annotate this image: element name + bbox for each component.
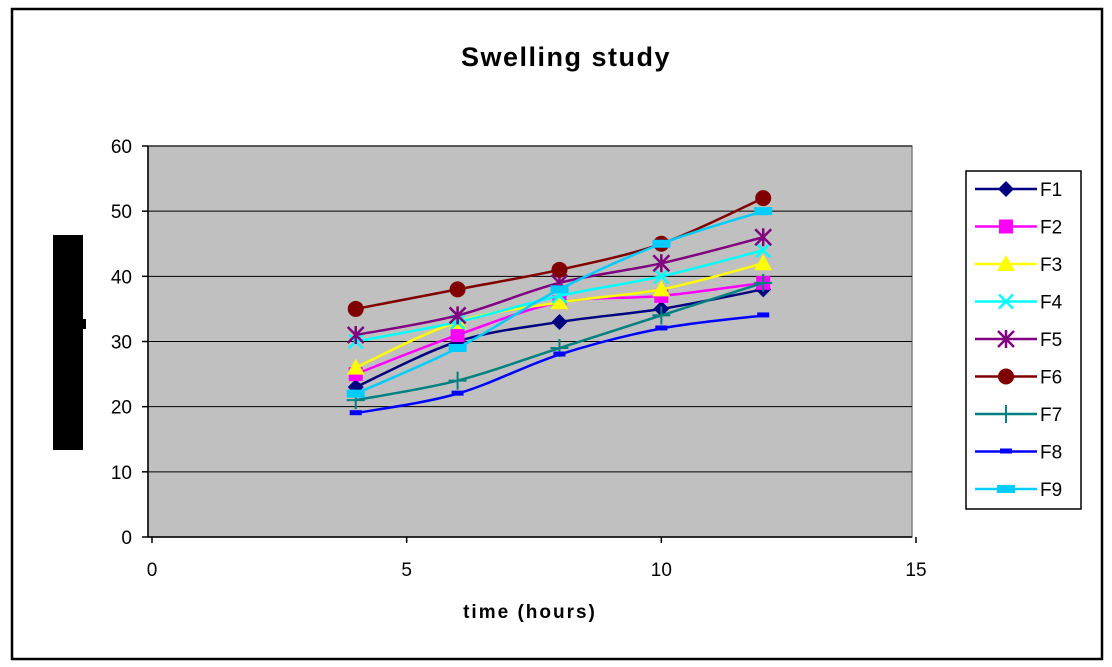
data-point <box>550 293 569 310</box>
data-point <box>754 228 773 247</box>
data-point <box>448 371 467 390</box>
data-point <box>551 261 568 278</box>
legend-label: F1 <box>1040 180 1062 201</box>
data-point <box>754 273 773 292</box>
data-point <box>997 255 1015 271</box>
data-point <box>998 368 1014 385</box>
data-point <box>349 410 362 416</box>
legend-item-f4: F4 <box>975 293 1063 314</box>
legend-label: F7 <box>1040 405 1062 426</box>
legend-label: F6 <box>1040 368 1062 389</box>
legend-item-f9: F9 <box>975 480 1062 501</box>
legend-item-f8: F8 <box>975 443 1062 464</box>
y-tick-label: 10 <box>111 463 132 484</box>
y-axis-label-block <box>53 235 83 450</box>
data-point <box>998 293 1014 310</box>
legend-label: F3 <box>1040 255 1062 276</box>
data-point <box>754 254 773 271</box>
data-point <box>553 351 566 357</box>
y-tick-label: 30 <box>111 333 132 354</box>
legend-item-f3: F3 <box>975 255 1062 276</box>
data-point <box>551 313 568 330</box>
series-f7 <box>346 273 773 410</box>
legend-item-f5: F5 <box>975 330 1062 351</box>
y-tick-label: 60 <box>111 137 132 158</box>
data-point <box>757 312 770 318</box>
data-point <box>450 327 465 342</box>
data-point <box>652 254 671 273</box>
data-point <box>999 219 1013 234</box>
y-tick-label: 20 <box>111 398 132 419</box>
legend-item-f7: F7 <box>975 405 1062 426</box>
series-f9 <box>346 207 773 398</box>
data-point <box>346 325 365 344</box>
data-point <box>451 390 464 396</box>
data-point <box>997 405 1015 423</box>
y-tick-label: 50 <box>111 202 132 223</box>
data-point <box>449 281 466 298</box>
legend-label: F9 <box>1040 480 1062 501</box>
legend-item-f1: F1 <box>975 180 1062 201</box>
x-tick-label: 0 <box>147 560 158 581</box>
legend: F1 F2 F3 F4 F5 F6 F7 F8 F9 <box>975 180 1063 501</box>
grid-lines <box>148 145 912 473</box>
data-point <box>997 330 1015 348</box>
data-point <box>1000 448 1012 454</box>
data-point <box>755 190 772 207</box>
data-point <box>652 239 671 248</box>
data-point <box>755 242 772 259</box>
legend-label: F8 <box>1040 443 1062 464</box>
x-axis-ticks: 0 5 10 15 <box>147 537 927 581</box>
legend-label: F5 <box>1040 330 1062 351</box>
series-f8 <box>349 312 770 416</box>
data-point <box>997 485 1015 493</box>
data-point <box>448 344 467 353</box>
y-tick-label: 0 <box>121 528 132 549</box>
data-point <box>550 285 569 294</box>
chart-title: Swelling study <box>461 42 671 72</box>
y-axis-ticks: 0 10 20 30 40 50 60 <box>111 137 148 549</box>
data-point <box>448 306 467 325</box>
data-point <box>653 268 670 285</box>
data-point <box>652 306 671 325</box>
y-axis-label-notch <box>83 319 86 329</box>
series-group <box>346 190 773 416</box>
legend-item-f6: F6 <box>975 368 1062 389</box>
data-point <box>346 358 365 375</box>
x-tick-label: 15 <box>905 560 926 581</box>
data-point <box>998 181 1014 197</box>
y-tick-label: 40 <box>111 267 132 288</box>
data-point <box>655 325 668 331</box>
data-point <box>346 389 365 398</box>
x-tick-label: 5 <box>401 560 412 581</box>
legend-item-f2: F2 <box>975 218 1062 239</box>
legend-label: F2 <box>1040 218 1062 239</box>
x-axis-label: time (hours) <box>463 602 597 623</box>
legend-label: F4 <box>1040 293 1063 314</box>
data-point <box>754 207 773 216</box>
x-tick-label: 10 <box>651 560 672 581</box>
data-point <box>652 280 671 297</box>
data-point <box>347 300 364 317</box>
